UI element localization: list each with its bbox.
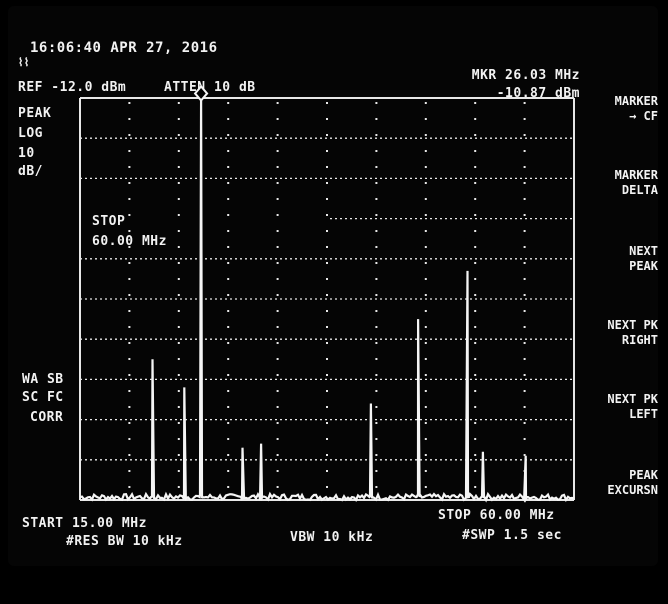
softkey-label: PEAK: [629, 468, 658, 482]
entry-value: 60.00 MHz: [92, 234, 167, 249]
spectrum-trace: [79, 93, 575, 503]
softkey-label: EXCURSN: [607, 483, 658, 497]
entry-label: STOP: [92, 214, 126, 229]
softkey-label: DELTA: [621, 183, 658, 197]
scale-value: 10: [18, 146, 35, 161]
flag-corr: CORR: [30, 410, 64, 425]
softkey-label: NEXT PK: [607, 392, 658, 406]
softkey-label: LEFT: [629, 407, 658, 421]
softkey-next-peak-right[interactable]: NEXT PK RIGHT: [568, 318, 658, 348]
softkey-label: MARKER: [614, 168, 658, 182]
hp-logo-icon: ⌇⌇: [18, 56, 30, 69]
softkey-label: MARKER: [614, 94, 658, 108]
marker-diamond-icon: [193, 84, 209, 102]
softkey-label: → CF: [629, 109, 658, 123]
softkey-label: RIGHT: [621, 333, 658, 347]
scale-unit: dB/: [18, 164, 43, 179]
analyzer-screen: [8, 6, 658, 566]
detector-mode: PEAK: [18, 106, 52, 121]
timestamp: 16:06:40 APR 27, 2016: [30, 40, 218, 56]
start-frequency: START 15.00 MHz: [22, 516, 147, 531]
resolution-bandwidth: #RES BW 10 kHz: [66, 534, 183, 549]
scale-type: LOG: [18, 126, 43, 141]
marker-frequency: MKR 26.03 MHz: [471, 68, 580, 83]
attenuation: ATTEN 10 dB: [164, 80, 256, 95]
reference-level: REF -12.0 dBm: [18, 80, 127, 95]
marker-diamond-icon: [193, 84, 209, 102]
flag-wa-sb: WA SB: [22, 372, 64, 387]
softkey-marker-to-cf[interactable]: MARKER → CF: [568, 94, 658, 124]
softkey-next-peak[interactable]: NEXT PEAK: [568, 244, 658, 274]
softkey-label: PEAK: [629, 259, 658, 273]
bezel-bottom: [0, 566, 668, 604]
stop-frequency: STOP 60.00 MHz: [438, 508, 555, 523]
softkey-label: NEXT PK: [607, 318, 658, 332]
softkey-label: NEXT: [629, 244, 658, 258]
video-bandwidth: VBW 10 kHz: [290, 530, 374, 545]
flag-sc-fc: SC FC: [22, 390, 64, 405]
softkey-marker-delta[interactable]: MARKER DELTA: [568, 168, 658, 198]
softkey-peak-excursion[interactable]: PEAK EXCURSN: [568, 468, 658, 498]
sweep-time: #SWP 1.5 sec: [462, 528, 562, 543]
softkey-next-peak-left[interactable]: NEXT PK LEFT: [568, 392, 658, 422]
